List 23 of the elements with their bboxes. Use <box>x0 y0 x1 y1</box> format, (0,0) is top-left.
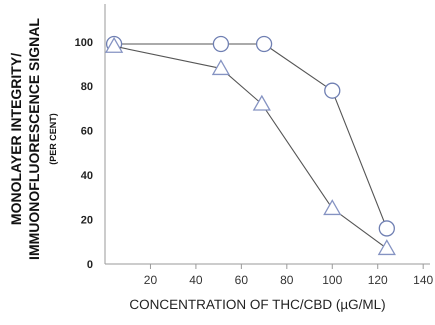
x-tick-label: 80 <box>280 273 294 287</box>
y-tick-label: 60 <box>80 126 93 138</box>
x-axis-title: CONCENTRATION OF THC/CBD (µG/ML) <box>129 297 386 312</box>
y-tick-label: 0 <box>86 259 93 271</box>
point <box>324 200 341 216</box>
x-tick-label: 100 <box>322 273 343 287</box>
x-tick-label: 40 <box>189 273 203 287</box>
y-tick-label: 40 <box>80 170 93 182</box>
x-tick-label: 120 <box>368 273 388 287</box>
point <box>324 82 340 99</box>
point <box>378 220 395 237</box>
y-tick-label: 80 <box>80 81 93 94</box>
y-tick-label: 20 <box>80 214 93 227</box>
point <box>212 60 230 76</box>
point <box>212 36 230 52</box>
point <box>253 95 270 111</box>
point <box>256 36 272 52</box>
y-tick-label: 100 <box>74 36 93 49</box>
point <box>378 240 396 256</box>
y-axis-title: MONOLAYER INTEGRITY/ IMMUONOFLUORESCENCE SIGNAL (PER CENT) <box>8 18 58 260</box>
x-tick-label: 140 <box>413 273 434 287</box>
x-tick-label: 20 <box>144 273 158 287</box>
x-tick-label: 60 <box>234 273 248 287</box>
